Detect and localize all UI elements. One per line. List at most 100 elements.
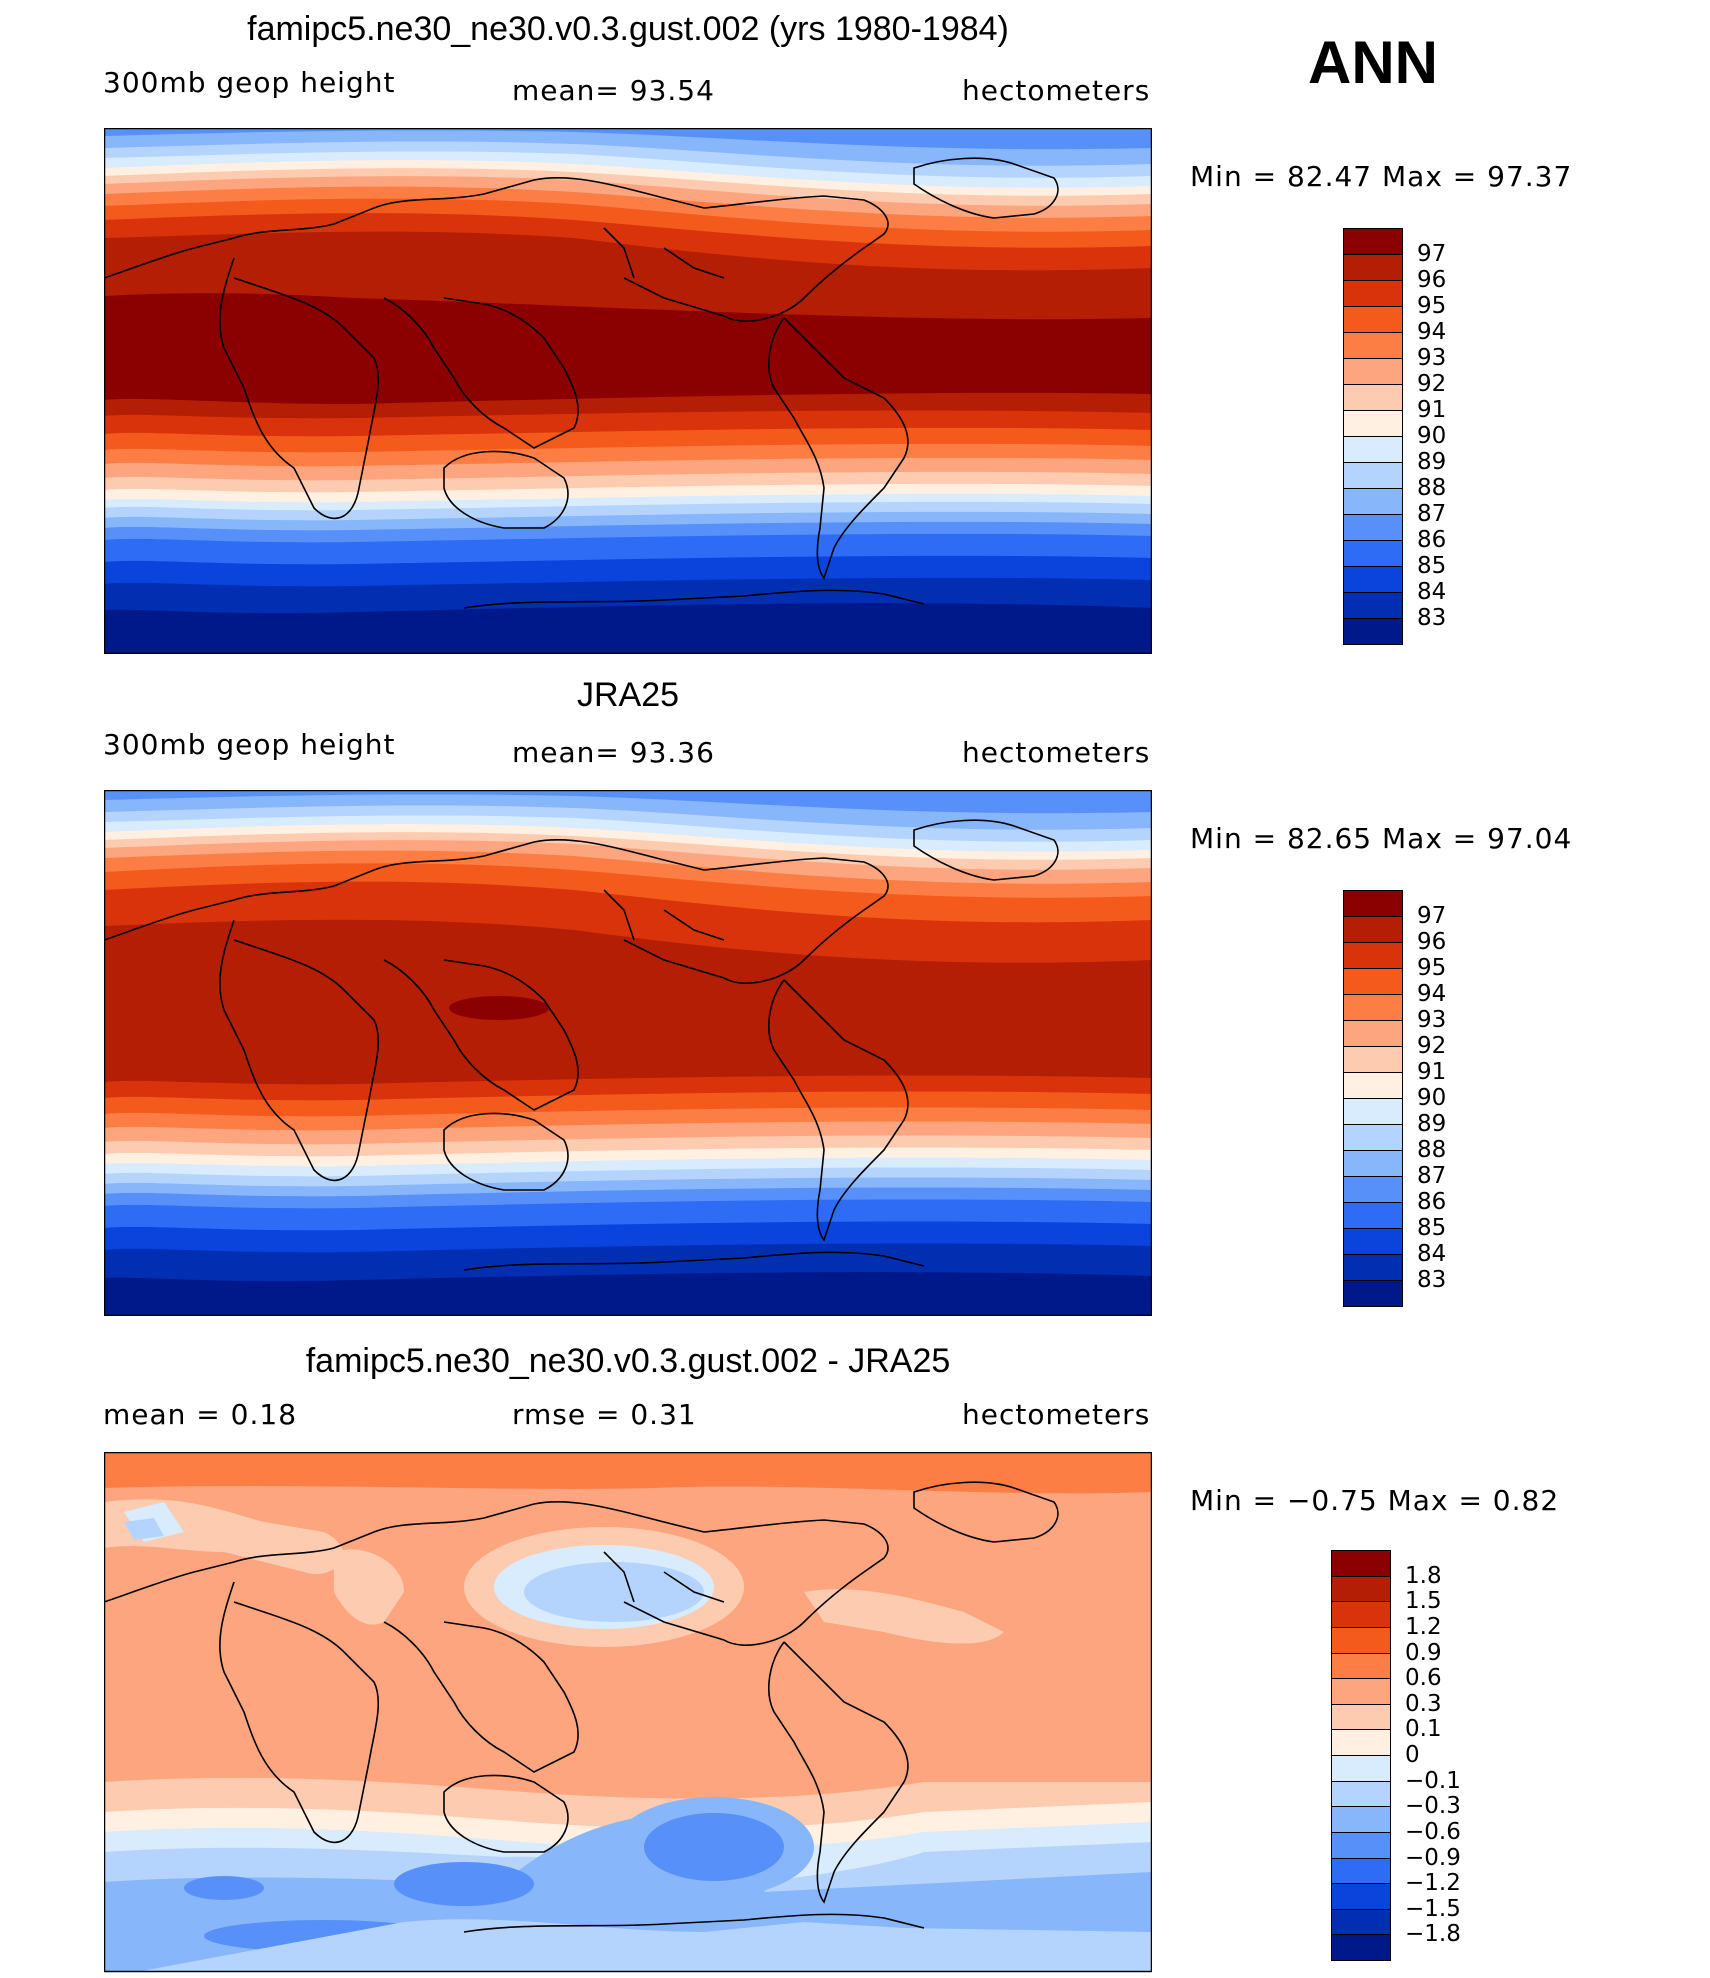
colorbar-swatch [1343, 410, 1403, 437]
colorbar-swatch [1343, 1020, 1403, 1047]
colorbar-label: 88 [1417, 1137, 1447, 1163]
colorbar-label: 95 [1417, 293, 1447, 319]
panel-3-units-label: hectometers [962, 1398, 1151, 1431]
colorbar-swatch [1343, 968, 1403, 995]
colorbar-swatch [1331, 1780, 1391, 1808]
colorbar-swatch [1343, 306, 1403, 333]
colorbar-label: −1.2 [1405, 1870, 1461, 1897]
panel-1-colorbar: 97 96 95 94 93 92 91 90 89 88 87 86 85 84 83 [1343, 228, 1463, 645]
colorbar-swatch [1331, 1908, 1391, 1936]
panel-2-colorbar: 97 96 95 94 93 92 91 90 89 88 87 86 85 84 83 [1343, 890, 1463, 1307]
colorbar-label: −0.3 [1405, 1793, 1461, 1820]
colorbar-label: 89 [1417, 1111, 1447, 1137]
colorbar-label: 84 [1417, 1241, 1447, 1267]
colorbar-label: 96 [1417, 267, 1447, 293]
colorbar-label: −1.5 [1405, 1895, 1461, 1922]
colorbar-swatch [1331, 1703, 1391, 1731]
colorbar-swatch [1343, 1228, 1403, 1255]
colorbar-swatch [1343, 1072, 1403, 1099]
colorbar-label: 0.9 [1405, 1639, 1442, 1666]
colorbar-swatch [1343, 890, 1403, 917]
colorbar-label: 91 [1417, 1059, 1447, 1085]
colorbar-swatch [1343, 1150, 1403, 1177]
colorbar-label: 86 [1417, 1189, 1447, 1215]
colorbar-swatch [1343, 566, 1403, 593]
colorbar-label: −0.1 [1405, 1767, 1461, 1794]
colorbar-swatch [1331, 1550, 1391, 1577]
colorbar-swatch [1331, 1678, 1391, 1705]
colorbar-label: 83 [1417, 1267, 1447, 1293]
colorbar-swatch [1343, 462, 1403, 489]
panel-1-map [104, 128, 1152, 654]
panel-3-colorbar: 1.8 1.5 1.2 0.9 0.6 0.3 0.1 0 −0.1 −0.3 −0.6 −0.9 −1… [1331, 1550, 1491, 1961]
colorbar-swatch [1331, 1652, 1391, 1680]
colorbar-swatch [1343, 942, 1403, 969]
colorbar-swatch [1343, 916, 1403, 943]
colorbar-label: −0.6 [1405, 1818, 1461, 1845]
panel-3-title: famipc5.ne30_ne30.v0.3.gust.002 - JRA25 [305, 1342, 951, 1380]
panel-2-map [104, 790, 1152, 1316]
panel-1-title: famipc5.ne30_ne30.v0.3.gust.002 (yrs 198… [247, 10, 1009, 48]
colorbar-swatch [1343, 1098, 1403, 1125]
colorbar-label: 89 [1417, 449, 1447, 475]
colorbar-swatch [1343, 228, 1403, 255]
colorbar-swatch [1331, 1729, 1391, 1756]
panel-1-variable-label: 300mb geop height [103, 66, 396, 99]
panel-3-rmse-label: rmse = 0.31 [512, 1398, 697, 1431]
colorbar-label: 87 [1417, 501, 1447, 527]
colorbar-label: 97 [1417, 241, 1447, 267]
colorbar-label: 91 [1417, 397, 1447, 423]
panel-2-units-label: hectometers [962, 736, 1151, 769]
colorbar-swatch [1343, 332, 1403, 359]
colorbar-swatch [1343, 592, 1403, 619]
colorbar-label: −1.8 [1405, 1921, 1461, 1948]
colorbar-label: 88 [1417, 475, 1447, 501]
colorbar-label: 90 [1417, 423, 1447, 449]
colorbar-swatch [1331, 1626, 1391, 1654]
colorbar-swatch [1331, 1857, 1391, 1885]
colorbar-label: 85 [1417, 553, 1447, 579]
season-label: ANN [1308, 29, 1438, 96]
colorbar-label: 93 [1417, 1007, 1447, 1033]
colorbar-swatch [1343, 254, 1403, 281]
colorbar-label: 87 [1417, 1163, 1447, 1189]
colorbar-swatch [1343, 1280, 1403, 1307]
colorbar-label: 0 [1405, 1742, 1420, 1768]
colorbar-label: 84 [1417, 579, 1447, 605]
colorbar-label: 94 [1417, 319, 1447, 345]
colorbar-swatch [1343, 514, 1403, 541]
colorbar-swatch [1343, 384, 1403, 411]
colorbar-swatch [1343, 1254, 1403, 1281]
colorbar-swatch [1343, 618, 1403, 645]
colorbar-label: 0.1 [1405, 1716, 1442, 1743]
colorbar-label: 1.2 [1405, 1613, 1442, 1640]
colorbar-swatch [1331, 1601, 1391, 1628]
panel-1-minmax: Min = 82.47 Max = 97.37 [1190, 160, 1573, 193]
panel-3-map [104, 1452, 1152, 1973]
colorbar-label: 92 [1417, 371, 1447, 397]
panel-2-mean-label: mean= 93.36 [512, 736, 715, 769]
panel-1-units-label: hectometers [962, 74, 1151, 107]
colorbar-label: 0.3 [1405, 1690, 1442, 1717]
colorbar-swatch [1343, 280, 1403, 307]
colorbar-swatch [1343, 994, 1403, 1021]
colorbar-label: 93 [1417, 345, 1447, 371]
colorbar-label: 92 [1417, 1033, 1447, 1059]
colorbar-swatch [1343, 1202, 1403, 1229]
colorbar-swatch [1331, 1806, 1391, 1833]
colorbar-label: 83 [1417, 605, 1447, 631]
colorbar-label: 96 [1417, 929, 1447, 955]
colorbar-swatch [1331, 1575, 1391, 1603]
colorbar-swatch [1343, 488, 1403, 515]
colorbar-label: 85 [1417, 1215, 1447, 1241]
colorbar-swatch [1331, 1883, 1391, 1910]
panel-2-title: JRA25 [576, 676, 680, 714]
panel-3-minmax: Min = −0.75 Max = 0.82 [1190, 1484, 1560, 1517]
colorbar-swatch [1331, 1831, 1391, 1859]
colorbar-label: 90 [1417, 1085, 1447, 1111]
colorbar-swatch [1343, 1046, 1403, 1073]
colorbar-swatch [1343, 540, 1403, 567]
colorbar-swatch [1343, 358, 1403, 385]
colorbar-swatch [1331, 1755, 1391, 1782]
colorbar-swatch [1343, 436, 1403, 463]
